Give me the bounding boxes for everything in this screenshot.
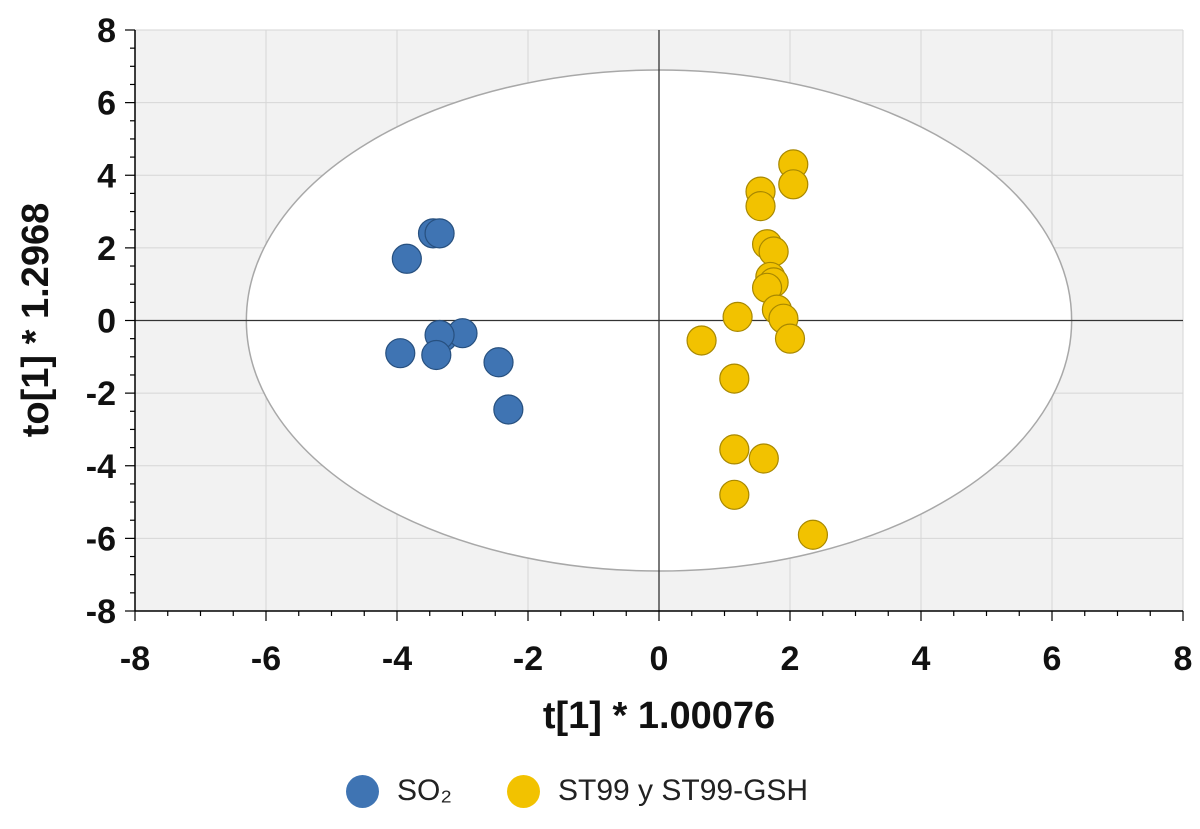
x-tick-label: 4 bbox=[912, 640, 931, 678]
data-point-series-1 bbox=[719, 363, 750, 394]
legend-item-st99: ST99 y ST99-GSH bbox=[507, 766, 808, 816]
x-tick-label: -4 bbox=[382, 640, 412, 678]
data-point-series-1 bbox=[686, 325, 717, 356]
data-point-series-0 bbox=[421, 339, 452, 371]
data-point-series-1 bbox=[719, 434, 750, 465]
x-tick-label: 8 bbox=[1174, 640, 1193, 678]
y-tick-label: 0 bbox=[97, 303, 116, 341]
x-tick-label: -6 bbox=[251, 640, 281, 678]
y-tick-label: -8 bbox=[86, 593, 116, 631]
data-point-series-1 bbox=[745, 191, 776, 222]
x-tick-label: 6 bbox=[1043, 640, 1062, 678]
y-tick-label: -4 bbox=[86, 448, 116, 486]
y-tick-label: -6 bbox=[86, 520, 116, 558]
data-point-series-1 bbox=[774, 323, 806, 354]
y-axis-title: to[1] * 1.2968 bbox=[15, 203, 57, 437]
y-tick-label: 8 bbox=[97, 12, 116, 50]
legend-label-so2: SO₂ bbox=[397, 774, 452, 807]
data-point-series-0 bbox=[385, 338, 416, 369]
data-point-series-0 bbox=[391, 243, 422, 274]
x-tick-label: 0 bbox=[650, 640, 669, 678]
data-point-series-1 bbox=[719, 479, 750, 510]
data-point-series-1 bbox=[748, 443, 779, 474]
zero-lines bbox=[135, 30, 1183, 611]
y-tick-label: 4 bbox=[97, 157, 116, 195]
data-point-series-1 bbox=[778, 169, 809, 200]
x-tick-label: -8 bbox=[120, 640, 150, 678]
data-point-series-0 bbox=[493, 394, 524, 425]
data-point-series-1 bbox=[797, 519, 829, 550]
x-tick-label: 2 bbox=[781, 640, 800, 678]
legend-swatch-st99 bbox=[507, 774, 540, 808]
data-points bbox=[385, 149, 829, 550]
x-axis-title: t[1] * 1.00076 bbox=[543, 695, 775, 737]
data-point-series-1 bbox=[722, 301, 753, 332]
data-point-series-0 bbox=[424, 218, 455, 249]
legend-swatch-so2 bbox=[346, 774, 379, 808]
tick-marks bbox=[125, 29, 1184, 621]
legend-item-so2: SO₂ bbox=[346, 766, 452, 816]
y-tick-label: -2 bbox=[86, 375, 116, 413]
x-tick-label: -2 bbox=[513, 640, 543, 678]
data-point-series-1 bbox=[758, 236, 789, 267]
legend-label-st99: ST99 y ST99-GSH bbox=[558, 774, 809, 807]
y-tick-labels: -8 -6 -4 -2 0 2 4 6 8 bbox=[86, 12, 116, 631]
y-tick-label: 2 bbox=[97, 230, 116, 268]
legend: SO₂ ST99 y ST99-GSH bbox=[0, 766, 1200, 826]
data-point-series-0 bbox=[483, 347, 514, 378]
x-tick-labels: -8 -6 -4 -2 0 2 4 6 8 bbox=[120, 640, 1193, 678]
y-tick-label: 6 bbox=[97, 85, 116, 123]
